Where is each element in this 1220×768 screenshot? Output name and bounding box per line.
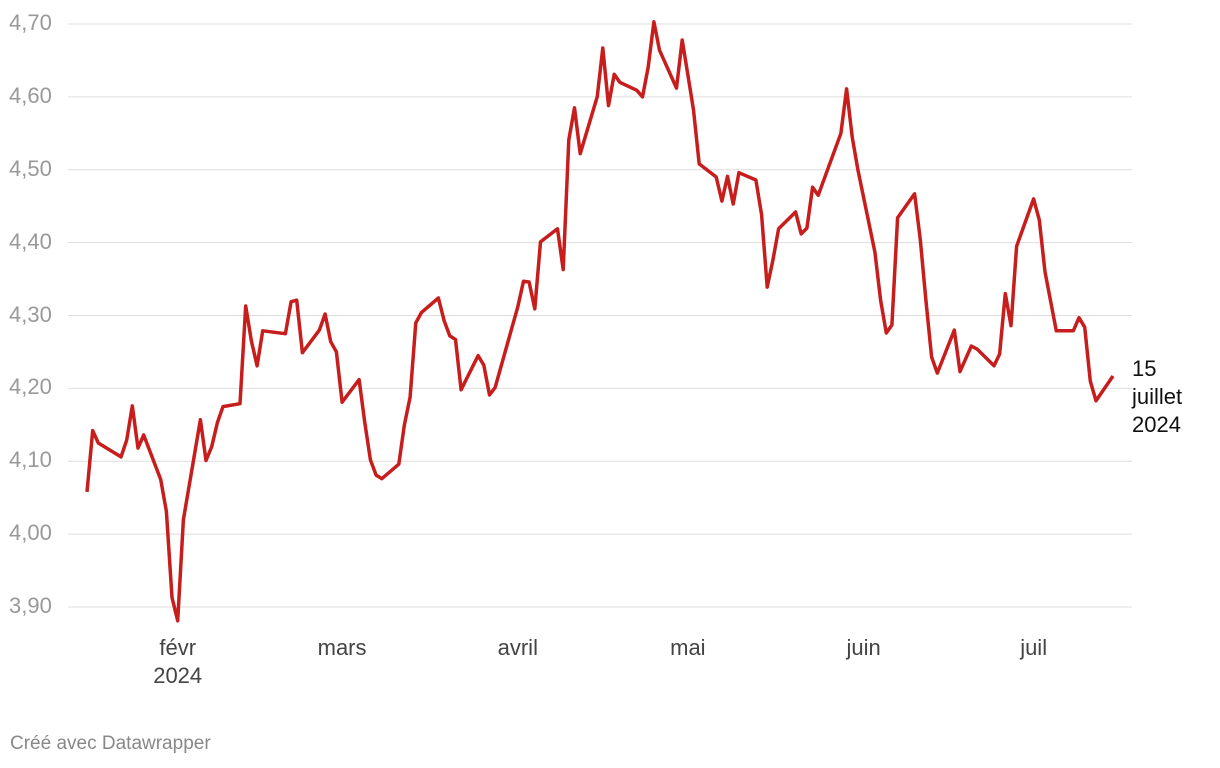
y-tick-label: 4,40 <box>9 228 52 254</box>
y-tick-label: 4,00 <box>9 520 52 546</box>
y-tick-label: 3,90 <box>9 593 52 618</box>
x-tick-label: févr 2024 <box>153 635 203 688</box>
y-tick-label: 4,70 <box>9 10 52 35</box>
x-tick-label: juil <box>1020 635 1048 660</box>
y-tick-label: 4,60 <box>9 82 52 108</box>
footer: Créé avec Datawrapper <box>10 733 211 754</box>
x-tick-label: mars <box>317 635 367 660</box>
y-tick-label: 4,20 <box>9 374 52 400</box>
y-tick-label: 4,50 <box>9 155 52 181</box>
line <box>85 20 1115 623</box>
x-tick-label: juin <box>846 635 881 660</box>
y-tick-label: 4,10 <box>9 447 52 473</box>
x-tick-label: mai <box>670 635 706 660</box>
end-label: 15 juillet 2024 <box>1132 355 1183 437</box>
x-tick-label: avril <box>497 635 538 660</box>
y-tick-label: 4,30 <box>9 301 52 327</box>
